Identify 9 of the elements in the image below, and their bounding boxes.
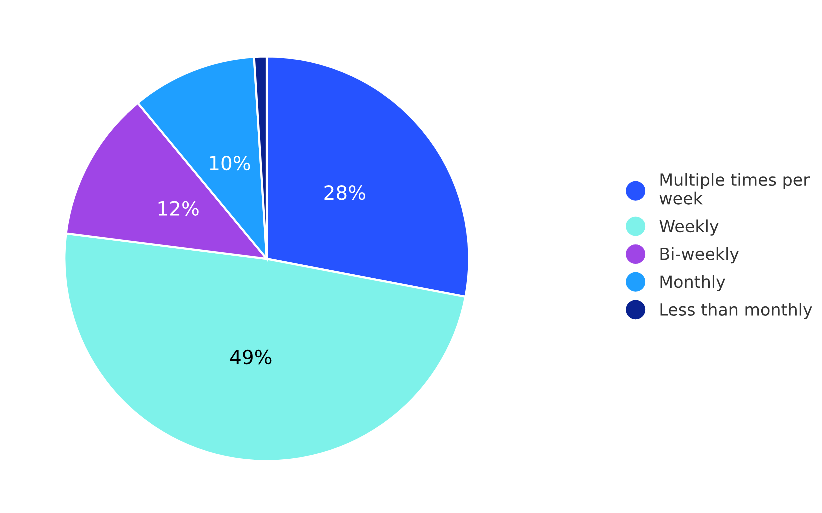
- data-label: 49%: [230, 350, 272, 365]
- legend-label: Weekly: [660, 220, 719, 236]
- legend-label: Less than monthly: [660, 303, 812, 320]
- legend-label: Bi-weekly: [660, 248, 740, 264]
- legend-label: Monthly: [660, 275, 726, 292]
- data-label: 12%: [158, 201, 199, 216]
- legend-label: Multiple times per week: [660, 173, 810, 205]
- data-label: 10%: [210, 156, 250, 171]
- data-label: 28%: [324, 186, 366, 200]
